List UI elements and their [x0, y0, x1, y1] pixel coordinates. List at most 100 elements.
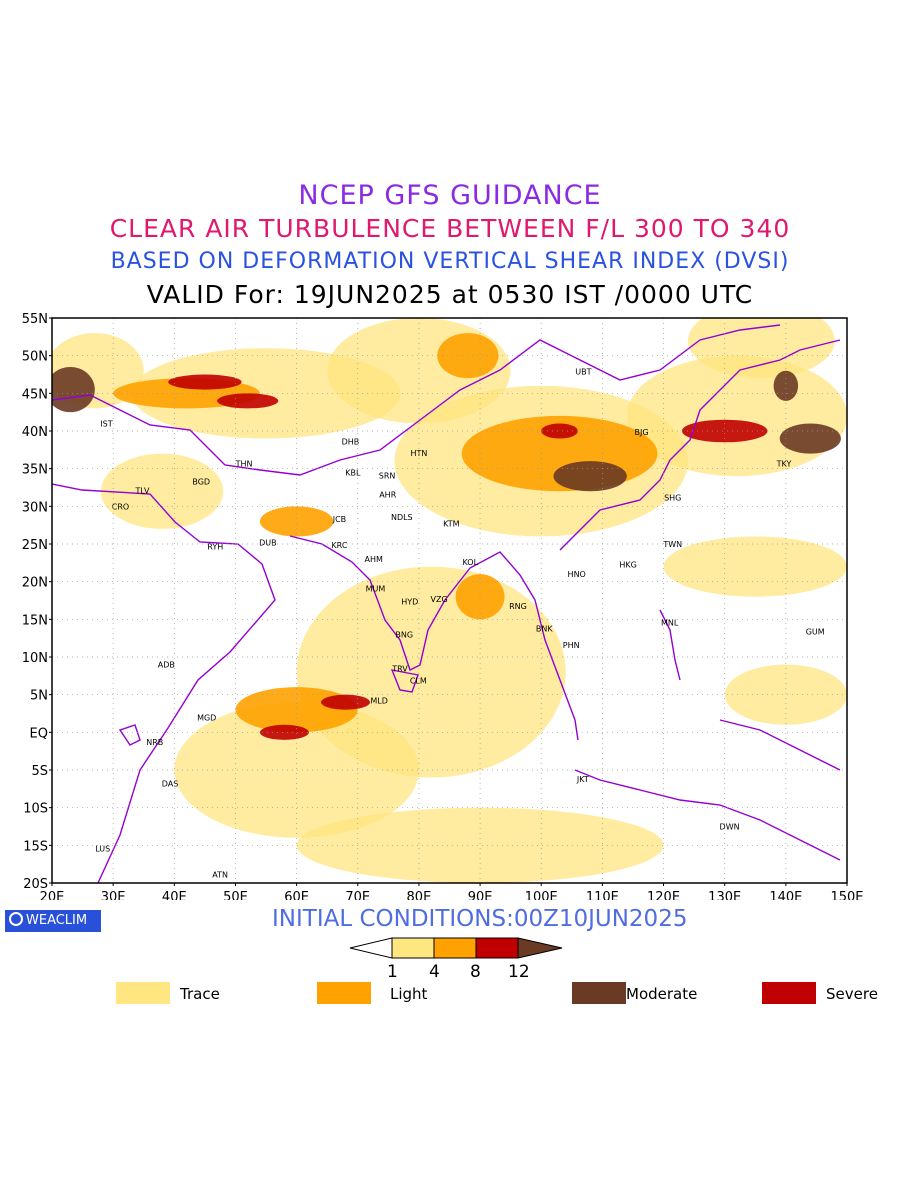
legend-swatch-moderate	[572, 982, 626, 1004]
station-ryh: RYH	[207, 542, 223, 551]
station-mld: MLD	[370, 697, 388, 706]
lat-tick-label: 45N	[22, 387, 48, 402]
lat-tick-label: 10S	[23, 802, 48, 817]
station-lus: LUS	[95, 844, 110, 853]
station-nrb: NRB	[146, 738, 163, 747]
colorbar-segment-1	[391, 937, 435, 959]
map-frame	[51, 317, 848, 884]
turbulence-area-severe	[681, 419, 768, 443]
lon-tick-label: 90E	[468, 890, 493, 900]
colorbar-lower-arrow	[349, 937, 393, 959]
lon-tick-label: 20E	[40, 890, 65, 900]
lon-tick-label: 70E	[345, 890, 370, 900]
station-clm: CLM	[410, 676, 427, 685]
lon-tick-label: 40E	[162, 890, 187, 900]
turbulence-area-light	[259, 506, 334, 537]
colorbar-label-8: 8	[470, 962, 481, 982]
station-jcb: JCB	[332, 515, 346, 524]
turbulence-area-trace	[100, 453, 224, 529]
turbulence-area-trace	[688, 318, 835, 379]
turbulence-area-moderate	[553, 461, 627, 492]
station-hkg: HKG	[619, 560, 636, 569]
station-trv: TRV	[391, 664, 408, 673]
logo-text: WEACLIM	[26, 913, 88, 928]
turbulence-area-moderate	[773, 370, 799, 401]
station-ahm: AHM	[364, 555, 382, 564]
lon-tick-label: 60E	[284, 890, 309, 900]
lat-tick-label: 40N	[22, 425, 48, 440]
graticule	[52, 318, 847, 883]
station-bgd: BGD	[192, 477, 210, 486]
station-ndls: NDLS	[391, 513, 413, 522]
turbulence-area-moderate	[779, 423, 841, 454]
legend-swatch-trace	[116, 982, 170, 1004]
station-mgd: MGD	[197, 713, 216, 722]
station-ahr: AHR	[379, 490, 396, 499]
legend-swatch-light	[317, 982, 371, 1004]
station-tky: TKY	[776, 459, 792, 468]
turbulence-areas	[52, 318, 847, 883]
station-bnk: BNK	[536, 624, 553, 633]
station-gum: GUM	[806, 627, 825, 636]
station-kbl: KBL	[345, 468, 361, 477]
station-adb: ADB	[158, 661, 175, 670]
lat-tick-label: 20N	[22, 576, 48, 591]
station-ist: IST	[100, 419, 112, 428]
longitude-axis: 20E 30E 40E 50E 60E 70E 80E 90E 100E 110E 120E 130E…	[40, 883, 864, 900]
turbulence-area-trace	[296, 807, 664, 883]
lat-tick-label: 15N	[22, 613, 48, 628]
lat-tick-label: 35N	[22, 463, 48, 478]
station-ktm: KTM	[443, 520, 460, 529]
lon-tick-label: 50E	[223, 890, 248, 900]
lon-tick-label: 110E	[586, 890, 619, 900]
station-bjg: BJG	[634, 428, 648, 437]
station-hno: HNO	[568, 570, 586, 579]
station-dwn: DWN	[720, 823, 740, 832]
colorbar-segment-2	[433, 937, 477, 959]
lat-tick-label: 20S	[23, 877, 48, 892]
lon-tick-label: 140E	[769, 890, 802, 900]
lon-tick-label: 120E	[647, 890, 680, 900]
station-vzg: VZG	[431, 595, 448, 604]
weaclim-logo: WEACLIM	[5, 910, 101, 932]
station-mum: MUM	[366, 584, 386, 593]
lat-tick-label: 55N	[22, 312, 48, 327]
lon-tick-label: 30E	[101, 890, 126, 900]
lat-tick-label: 30N	[22, 500, 48, 515]
turbulence-area-severe	[321, 694, 370, 710]
station-bng: BNG	[395, 630, 413, 639]
latitude-axis: 55N 50N 45N 40N 35N 30N 25N 20N 15N 10N 5N EQ 5S 10S 1…	[22, 312, 52, 892]
station-hyd: HYD	[401, 597, 418, 606]
lat-tick-label: EQ	[30, 726, 48, 741]
station-srn: SRN	[379, 471, 396, 480]
station-atn: ATN	[212, 871, 228, 880]
turbulence-map: UBT BJG TKY SHG TWN HKG HNO RNG BNK PHN MNL GUM JKT D…	[22, 312, 864, 900]
legend-label-severe: Severe	[826, 985, 878, 1003]
turbulence-area-moderate	[52, 366, 95, 413]
station-das: DAS	[162, 780, 179, 789]
turbulence-area-light	[455, 574, 505, 620]
turbulence-area-trace	[724, 664, 847, 725]
station-jkt: JKT	[576, 775, 589, 784]
lon-tick-label: 130E	[708, 890, 741, 900]
legend-swatch-severe	[762, 982, 816, 1004]
method-subtitle: BASED ON DEFORMATION VERTICAL SHEAR INDE…	[110, 249, 790, 274]
colorbar-label-1: 1	[387, 962, 398, 982]
station-kol: KOL	[463, 558, 479, 567]
lat-tick-label: 25N	[22, 538, 48, 553]
chart-subtitle: CLEAR AIR TURBULENCE BETWEEN F/L 300 TO …	[109, 214, 791, 243]
lat-tick-label: 15S	[23, 839, 48, 854]
station-cro: CRO	[112, 502, 129, 511]
turbulence-area-severe	[541, 423, 578, 439]
country-borders	[52, 324, 841, 883]
lon-tick-label: 150E	[830, 890, 863, 900]
lat-tick-label: 50N	[22, 350, 48, 365]
initial-conditions: INITIAL CONDITIONS:00Z10JUN2025	[272, 906, 688, 932]
valid-time: VALID For: 19JUN2025 at 0530 IST /0000 U…	[146, 280, 754, 309]
station-tlv: TLV	[135, 487, 150, 496]
lon-tick-label: 80E	[407, 890, 432, 900]
chart-title: NCEP GFS GUIDANCE	[298, 180, 602, 211]
turbulence-area-severe	[168, 374, 242, 390]
logo-icon	[9, 912, 23, 926]
colorbar	[349, 937, 563, 959]
